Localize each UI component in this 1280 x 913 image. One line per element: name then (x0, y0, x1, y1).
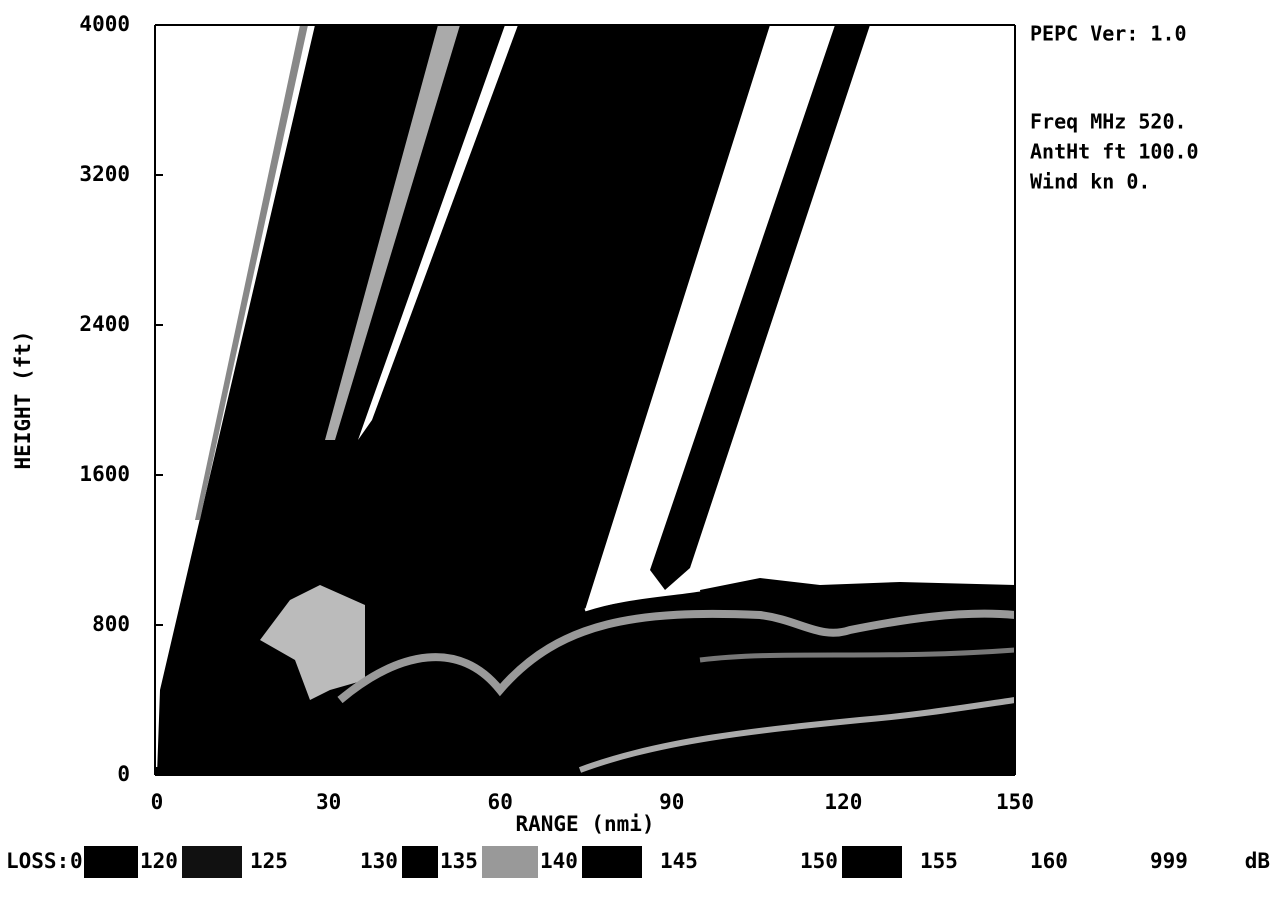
loss-region (157, 25, 1015, 775)
legend-swatch (482, 846, 538, 878)
loss-region (358, 25, 518, 440)
legend-swatch (702, 846, 762, 878)
legend-level: 0 (70, 849, 83, 873)
loss-contour (337, 609, 1016, 704)
legend-level: 155 (920, 849, 958, 873)
x-tick-label: 0 (151, 790, 164, 814)
legend-swatch (84, 846, 138, 878)
loss-region (260, 585, 365, 700)
legend-swatch (1072, 846, 1132, 878)
legend-level: 145 (660, 849, 698, 873)
info-text: PEPC Ver: 1.0 (1030, 22, 1187, 46)
legend-level: 125 (250, 849, 288, 873)
y-tick-label: 0 (117, 762, 130, 786)
loss-region (650, 25, 870, 590)
legend-swatch (842, 846, 902, 878)
legend-level: 120 (140, 849, 178, 873)
legend-swatch (582, 846, 642, 878)
x-tick-label: 60 (488, 790, 513, 814)
y-tick-label: 2400 (79, 312, 130, 336)
legend-swatch (402, 846, 438, 878)
legend-level: 140 (540, 849, 578, 873)
loss-contour (699, 647, 1016, 663)
x-tick-label: 90 (659, 790, 684, 814)
x-axis-label: RANGE (nmi) (515, 812, 654, 836)
x-tick-label: 30 (316, 790, 341, 814)
y-axis-label: HEIGHT (ft) (11, 330, 35, 469)
x-tick-label: 120 (824, 790, 862, 814)
legend-level: 130 (360, 849, 398, 873)
y-tick-label: 1600 (79, 462, 130, 486)
legend-swatch (182, 846, 242, 878)
legend-unit: dB (1245, 849, 1270, 873)
info-text: Freq MHz 520. (1030, 110, 1187, 134)
loss-region (195, 25, 308, 520)
y-tick-label: 800 (92, 612, 130, 636)
legend-level: 160 (1030, 849, 1068, 873)
info-text: Wind kn 0. (1030, 170, 1150, 194)
x-tick-label: 150 (996, 790, 1034, 814)
y-tick-label: 4000 (79, 12, 130, 36)
legend-level: 150 (800, 849, 838, 873)
coverage-field (154, 24, 1016, 776)
loss-contour (584, 588, 701, 612)
legend-swatch (292, 846, 352, 878)
loss-contour (578, 697, 1016, 773)
info-text: AntHt ft 100.0 (1030, 140, 1199, 164)
y-tick-label: 3200 (79, 162, 130, 186)
legend-swatch (962, 846, 1022, 878)
legend-level: 999 (1150, 849, 1188, 873)
legend-title: LOSS: (6, 849, 69, 873)
legend-level: 135 (440, 849, 478, 873)
loss-region (325, 25, 460, 440)
